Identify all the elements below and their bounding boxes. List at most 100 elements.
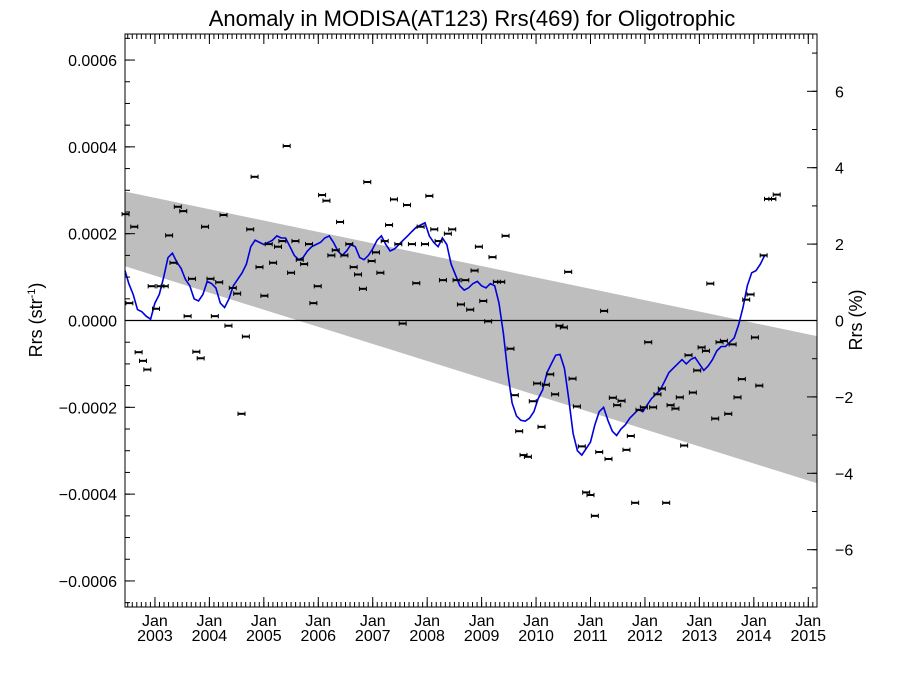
y-right-tick-label: 6 — [835, 84, 844, 101]
data-point — [438, 277, 447, 283]
data-point — [546, 372, 555, 377]
data-point — [430, 227, 439, 232]
data-point — [425, 193, 434, 199]
data-point — [657, 386, 666, 391]
data-point — [626, 433, 635, 439]
data-point — [389, 197, 398, 202]
x-tick-year: 2005 — [246, 628, 282, 645]
trend-band-layer — [125, 191, 817, 484]
data-point — [564, 269, 573, 275]
data-point — [305, 241, 314, 247]
data-point — [746, 292, 755, 297]
data-point — [622, 447, 631, 453]
data-point — [541, 382, 550, 387]
data-point — [327, 253, 336, 258]
y-tick-label: −0.0006 — [59, 574, 117, 591]
data-point — [666, 402, 675, 408]
data-point — [617, 398, 626, 404]
data-point — [143, 367, 152, 372]
data-point — [568, 376, 577, 381]
data-point — [590, 513, 599, 519]
y-axis-label-left: Rrs (str-1) — [26, 283, 46, 358]
data-point — [407, 241, 416, 247]
data-point — [241, 334, 250, 339]
right-y-axis: 6 4 2 0 −2 −4 −6 — [807, 52, 853, 589]
data-point — [466, 307, 475, 312]
data-point — [572, 404, 581, 409]
data-point — [533, 381, 542, 386]
data-point — [295, 257, 304, 262]
data-point — [187, 276, 196, 282]
data-point — [192, 349, 201, 354]
data-point — [488, 254, 497, 260]
data-point — [130, 224, 139, 229]
y-right-tick-label: −4 — [835, 466, 853, 483]
data-point — [264, 241, 273, 247]
data-point — [233, 291, 242, 296]
y-tick-label: −0.0002 — [59, 400, 117, 417]
x-tick-year: 2006 — [300, 628, 336, 645]
data-point — [219, 212, 228, 218]
data-point — [600, 308, 609, 314]
data-point — [701, 348, 710, 354]
data-point — [416, 224, 425, 229]
data-point — [461, 277, 470, 283]
data-point — [501, 233, 510, 239]
x-tick-year: 2008 — [409, 628, 445, 645]
data-point — [367, 258, 376, 264]
data-point — [644, 340, 653, 345]
data-point — [604, 456, 613, 462]
x-tick-month: Jan — [632, 613, 658, 630]
data-point — [278, 238, 287, 244]
data-point — [523, 454, 532, 460]
data-point — [733, 395, 742, 400]
data-point — [693, 368, 702, 373]
y-right-tick-label: 4 — [835, 161, 844, 178]
data-point — [586, 492, 595, 498]
data-point — [371, 250, 380, 255]
x-tick-month: Jan — [686, 613, 712, 630]
data-point — [452, 277, 461, 283]
x-tick-month: Jan — [795, 613, 821, 630]
data-point — [291, 238, 300, 244]
y-right-tick-label: 0 — [835, 314, 844, 331]
y-right-tick-label: 2 — [835, 237, 844, 254]
x-tick-month: Jan — [142, 613, 168, 630]
data-point — [300, 261, 309, 267]
trend-confidence-band — [125, 191, 817, 484]
data-point — [322, 198, 331, 203]
data-point — [147, 284, 156, 289]
data-point — [273, 244, 282, 249]
data-point — [269, 260, 278, 265]
data-point — [434, 238, 443, 244]
data-point — [448, 227, 457, 232]
data-point — [528, 399, 537, 404]
data-point — [376, 270, 385, 275]
data-point — [759, 253, 768, 258]
data-point — [497, 279, 506, 285]
data-point — [510, 392, 519, 398]
data-point — [169, 260, 178, 265]
data-point — [768, 196, 777, 202]
x-tick-year: 2004 — [192, 628, 228, 645]
left-y-axis: 0.0006 0.0004 0.0002 0.0000 −0.0002 −0.0004 −0… — [59, 37, 135, 604]
data-point — [206, 276, 215, 282]
x-axis: Jan2003Jan2004Jan2005Jan2006Jan2007Jan20… — [127, 34, 826, 645]
data-point — [336, 219, 345, 225]
data-point — [228, 285, 237, 291]
data-point — [215, 280, 224, 285]
data-point — [246, 227, 255, 232]
data-point — [456, 302, 465, 307]
data-point — [608, 395, 617, 400]
data-point — [331, 247, 340, 253]
data-point — [358, 286, 367, 292]
data-point — [484, 319, 493, 324]
y-right-tick-label: −6 — [835, 543, 853, 560]
data-point — [639, 405, 648, 410]
data-point — [282, 143, 291, 149]
data-point — [582, 490, 591, 495]
data-point — [398, 321, 407, 326]
data-point — [680, 443, 689, 448]
y-axis-label-right: Rrs (%) — [846, 290, 866, 351]
